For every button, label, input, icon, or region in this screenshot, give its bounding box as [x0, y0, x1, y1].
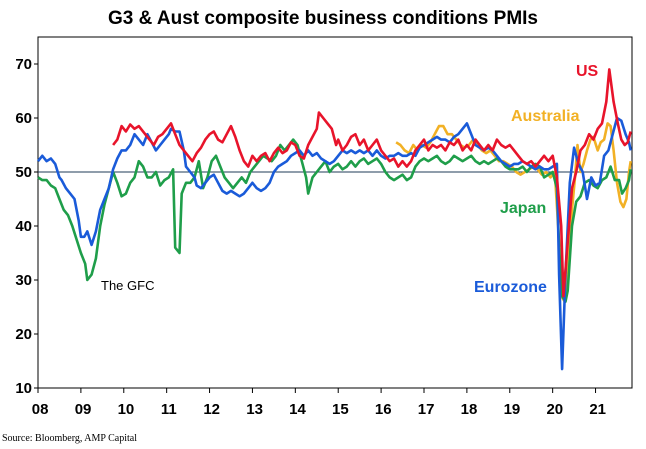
series-line-eurozone [36, 116, 632, 371]
x-tick-label: 12 [203, 401, 220, 418]
x-tick-label: 09 [75, 401, 92, 418]
x-tick-label: 15 [332, 401, 349, 418]
series-label-us: US [576, 63, 599, 80]
source-note: Source: Bloomberg, AMP Capital [2, 433, 137, 444]
y-tick-label: 50 [15, 164, 32, 181]
y-tick-label: 60 [15, 110, 32, 127]
x-axis-ticks: 08 09 10 11 12 13 14 15 16 17 18 19 20 21 [32, 388, 606, 418]
x-tick-label: 17 [418, 401, 435, 418]
y-tick-label: 70 [15, 56, 32, 73]
x-tick-label: 21 [589, 401, 606, 418]
series-line-us [112, 68, 632, 298]
y-tick-label: 40 [15, 218, 32, 235]
y-tick-label: 10 [15, 380, 32, 397]
y-tick-label: 30 [15, 272, 32, 289]
y-tick-label: 20 [15, 326, 32, 343]
x-tick-label: 10 [118, 401, 135, 418]
x-tick-label: 11 [161, 401, 177, 418]
gfc-annotation: The GFC [101, 278, 154, 293]
chart-title: G3 & Aust composite business conditions … [108, 8, 538, 29]
series-label-eurozone: Eurozone [474, 279, 547, 296]
series-labels: US Eurozone Japan Australia [474, 63, 599, 296]
x-tick-label: 08 [32, 401, 49, 418]
x-tick-label: 20 [546, 401, 563, 418]
x-tick-label: 19 [504, 401, 521, 418]
x-tick-label: 13 [246, 401, 263, 418]
x-tick-label: 14 [289, 401, 306, 418]
plot-border [37, 36, 633, 389]
series-label-japan: Japan [500, 200, 546, 217]
x-tick-label: 18 [461, 401, 478, 418]
x-tick-label: 16 [375, 401, 392, 418]
series-layer [36, 68, 632, 371]
y-axis-ticks: 10 20 30 40 50 60 70 [15, 56, 38, 397]
plot-area [37, 36, 633, 389]
series-label-australia: Australia [511, 108, 580, 125]
